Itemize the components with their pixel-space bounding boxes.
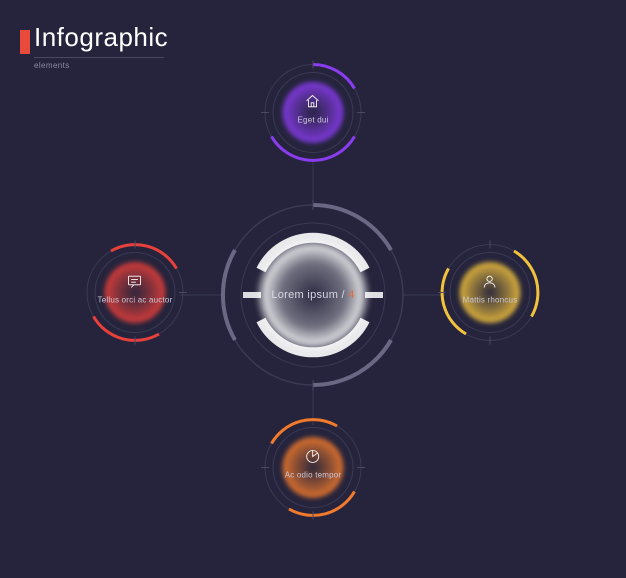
center-label-number: 4: [348, 289, 354, 301]
node-bottom: Ac odio tempor: [253, 413, 373, 528]
user-icon: [482, 274, 498, 290]
node-left-label: Tellus orci ac auctor: [98, 296, 173, 305]
node-right-label: Mattis rhoncus: [463, 296, 518, 305]
center-label-text: Lorem ipsum /: [271, 289, 348, 301]
diagram-stage: Lorem ipsum / 4: [0, 0, 626, 578]
center-node: Lorem ipsum / 4: [213, 195, 413, 395]
node-bottom-label: Ac odio tempor: [285, 471, 342, 480]
home-icon: [305, 94, 321, 110]
node-top: Eget dui: [253, 58, 373, 173]
pie-chart-icon: [305, 449, 321, 465]
chat-icon: [127, 274, 143, 290]
node-top-label: Eget dui: [298, 116, 329, 125]
node-right: Mattis rhoncus: [430, 238, 550, 353]
center-label: Lorem ipsum / 4: [271, 289, 354, 301]
node-left: Tellus orci ac auctor: [75, 238, 195, 353]
